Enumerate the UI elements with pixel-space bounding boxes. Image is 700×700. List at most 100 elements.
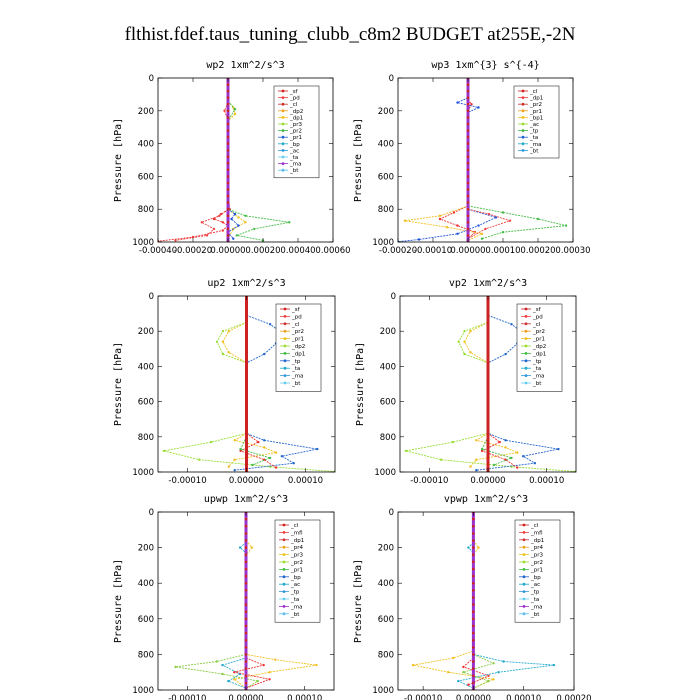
legend: _cl_mfl_dp1_pr4_pr3_pr2_pr1_bp_ac_tp_ta_… xyxy=(514,519,561,623)
series-point xyxy=(456,232,459,235)
x-tick-label: -0.00020 xyxy=(174,246,212,256)
legend-entry: _pr1 xyxy=(532,337,545,343)
panel-6: vpwp 1xm^2/s^3 Pressure [hPa] 0 200 400 600 80… xyxy=(353,494,592,700)
series-point xyxy=(452,656,455,660)
series-point xyxy=(457,679,460,683)
legend-entry: _ac xyxy=(289,148,299,154)
legend-entry: _dp1 xyxy=(289,115,303,121)
series-point xyxy=(486,463,490,467)
legend-marker xyxy=(283,381,287,385)
legend-marker xyxy=(524,329,528,333)
legend-entry: _pr3 xyxy=(530,553,544,559)
series-point xyxy=(245,336,248,340)
series-point xyxy=(486,372,490,375)
series-line-pr2 xyxy=(463,321,519,467)
series-point xyxy=(487,674,490,677)
series-point xyxy=(472,553,475,556)
legend-entry: _ta xyxy=(290,597,299,603)
legend-entry: _pr1 xyxy=(529,109,542,115)
legend-entry: _bp xyxy=(290,575,301,581)
series-point xyxy=(486,322,490,326)
series-point xyxy=(221,221,224,224)
legend-box xyxy=(516,303,563,392)
series-point xyxy=(263,446,266,449)
legend: _cl_mfl_dp1_pr4_pr3_pr2_pr1_bp_ac_tp_ta_… xyxy=(274,519,321,623)
legend-entry: _mfl xyxy=(290,530,303,536)
series-point xyxy=(403,219,407,222)
series-point xyxy=(502,660,505,663)
series-point xyxy=(466,96,470,99)
series-point xyxy=(536,217,540,221)
series-point xyxy=(221,229,224,232)
series-group xyxy=(398,78,568,242)
legend-entry: _bp1 xyxy=(529,115,543,121)
series-point xyxy=(486,301,490,305)
legend-entry: _ac xyxy=(529,122,539,128)
legend-entry: _pr1 xyxy=(530,567,543,573)
series-point xyxy=(227,465,230,468)
legend-entry: _bt xyxy=(532,381,542,387)
legend-marker xyxy=(524,337,528,340)
legend-marker xyxy=(283,366,287,370)
series-point xyxy=(226,162,230,165)
legend-entry: _pr2 xyxy=(289,129,302,135)
series-point xyxy=(477,546,480,549)
y-tick-label: 800 xyxy=(138,650,154,660)
series-point xyxy=(472,638,475,642)
y-tick-label: 600 xyxy=(138,615,154,625)
y-tick-label: 1000 xyxy=(372,238,394,248)
legend-marker xyxy=(283,352,287,355)
series-point xyxy=(226,194,230,198)
figure-title: flthist.fdef.taus_tuning_clubb_c8m2 BUDG… xyxy=(125,24,576,45)
legend-marker xyxy=(521,142,525,146)
panel-4: vp2 1xm^2/s^3 Pressure [hPa] 0 200 400 600 800… xyxy=(355,278,577,486)
series-point xyxy=(486,386,490,389)
x-tick-label: 0.00010 xyxy=(288,476,323,486)
series-point xyxy=(245,421,248,425)
series-point xyxy=(472,631,475,635)
legend-marker xyxy=(281,109,285,113)
series-point xyxy=(221,340,225,343)
series-point xyxy=(215,660,218,663)
series-point xyxy=(221,663,224,667)
series-point xyxy=(244,603,248,606)
legend-entry: _cl xyxy=(290,523,299,529)
series-point xyxy=(472,560,475,564)
series-point xyxy=(245,358,248,361)
series-point xyxy=(226,148,230,152)
series-point xyxy=(516,451,519,454)
series-point xyxy=(174,665,177,669)
x-tick-label: 0.00010 xyxy=(506,694,541,700)
series-point xyxy=(244,560,248,564)
series-point xyxy=(245,308,248,312)
series-point xyxy=(466,194,470,198)
y-tick-label: 1000 xyxy=(132,468,154,478)
series-point xyxy=(226,181,230,185)
legend-marker xyxy=(524,352,528,355)
series-point xyxy=(552,663,556,667)
x-tick-label: -0.00020 xyxy=(379,246,417,256)
series-point xyxy=(445,226,449,229)
series-point xyxy=(205,234,209,237)
x-tick-label: 0.00000 xyxy=(470,476,505,486)
series-point xyxy=(245,414,248,418)
legend: _sf_pd_cl_dp2_dp1_pr3_pr2_pr1_bp_ac_ta_m… xyxy=(273,85,320,179)
series-point xyxy=(244,553,248,556)
series-point xyxy=(466,122,470,126)
series-point xyxy=(288,221,291,224)
y-tick-label: 0 xyxy=(149,74,154,84)
series-point xyxy=(466,175,470,178)
legend-entry: _sf xyxy=(291,307,301,313)
legend-marker xyxy=(281,142,285,146)
legend-marker xyxy=(522,568,526,571)
y-tick-label: 200 xyxy=(138,107,154,117)
series-point xyxy=(244,574,248,578)
legend-entry: _cl xyxy=(530,523,539,529)
legend-entry: _tp xyxy=(290,590,300,596)
legend-entry: _dp2 xyxy=(532,344,546,350)
series-point xyxy=(245,456,248,460)
series-point xyxy=(257,440,260,444)
y-tick-label: 1000 xyxy=(374,468,396,478)
series-point xyxy=(315,663,318,667)
